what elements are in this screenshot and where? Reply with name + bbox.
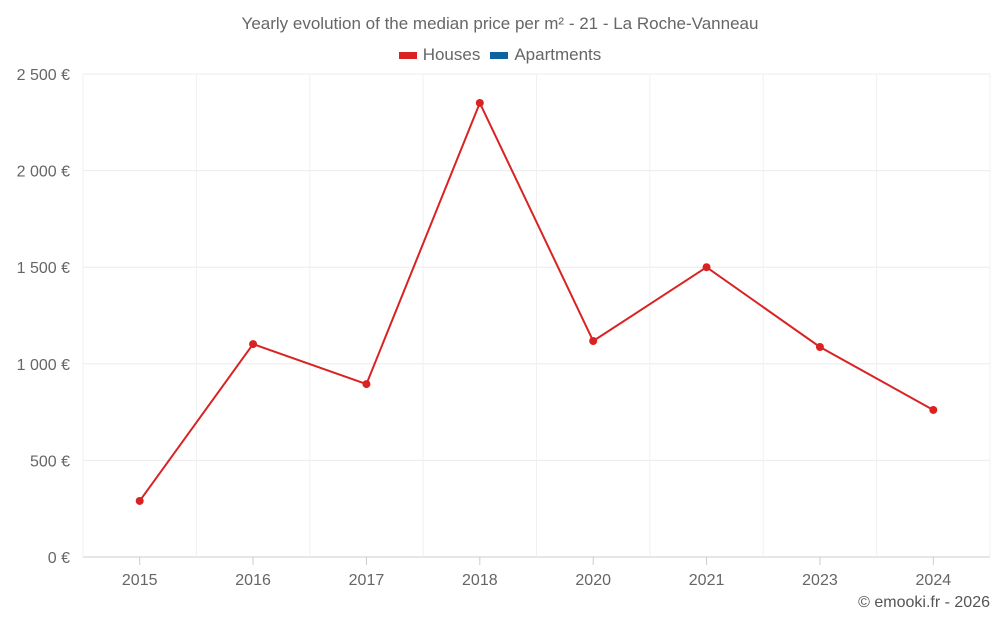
houses-point bbox=[249, 340, 258, 349]
x-tick-label: 2020 bbox=[575, 572, 611, 589]
houses-point bbox=[475, 98, 484, 107]
houses-point bbox=[929, 405, 938, 414]
x-tick-label: 2017 bbox=[349, 572, 385, 589]
y-tick-label: 2 500 € bbox=[17, 67, 70, 84]
legend-item-houses[interactable]: Houses bbox=[398, 45, 481, 65]
y-tick-label: 0 € bbox=[48, 550, 70, 567]
legend-label: Houses bbox=[422, 45, 481, 64]
houses-point bbox=[589, 337, 598, 346]
apartments-swatch bbox=[490, 51, 509, 59]
x-tick-label: 2015 bbox=[122, 572, 158, 589]
legend-label: Apartments bbox=[514, 45, 602, 64]
houses-point bbox=[702, 263, 711, 272]
legend: Houses Apartments bbox=[0, 45, 1000, 65]
x-tick-label: 2024 bbox=[916, 572, 952, 589]
houses-swatch bbox=[398, 51, 417, 59]
y-tick-label: 1 500 € bbox=[17, 260, 70, 277]
y-tick-label: 2 000 € bbox=[17, 164, 70, 181]
x-tick-label: 2018 bbox=[462, 572, 498, 589]
houses-point bbox=[135, 496, 144, 505]
credit: © emooki.fr - 2026 bbox=[858, 594, 990, 611]
x-tick-label: 2021 bbox=[689, 572, 725, 589]
houses-point bbox=[815, 342, 824, 351]
legend-item-apartments[interactable]: Apartments bbox=[490, 45, 601, 65]
houses-line bbox=[138, 100, 934, 502]
x-tick-label: 2016 bbox=[235, 572, 271, 589]
x-tick-label: 2023 bbox=[802, 572, 838, 589]
y-tick-label: 500 € bbox=[30, 453, 70, 470]
houses-point bbox=[362, 380, 371, 389]
chart-title: Yearly evolution of the median price per… bbox=[241, 14, 759, 33]
y-tick-label: 1 000 € bbox=[17, 357, 70, 374]
